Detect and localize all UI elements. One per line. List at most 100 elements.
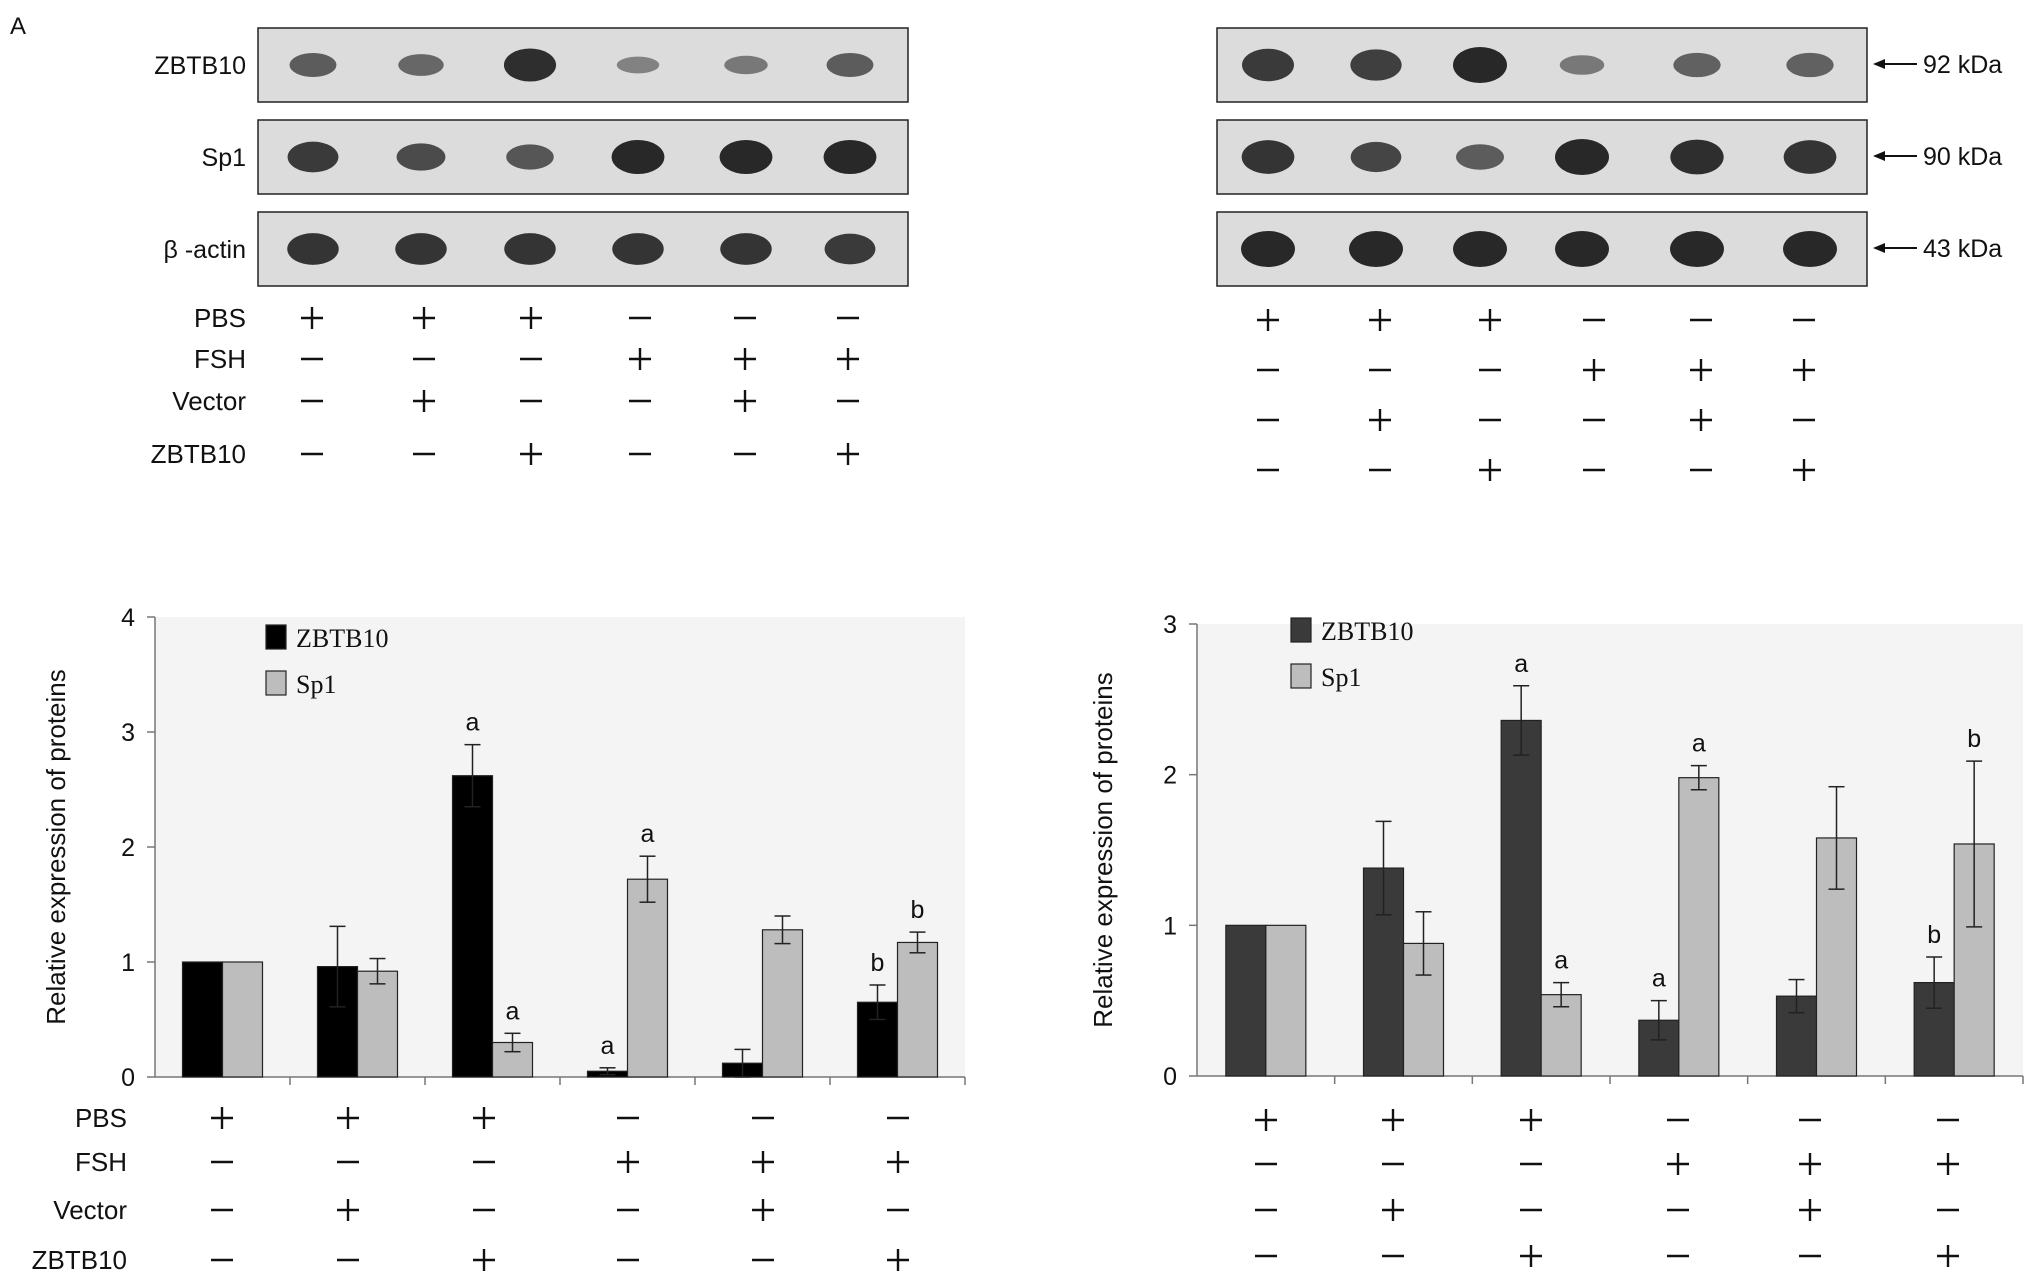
- kda-label: 92 kDa: [1923, 51, 2002, 79]
- blot-panel: [257, 119, 909, 195]
- band: [395, 233, 447, 265]
- bar-chart-left: 0 1 2 3 4 Relative expression of proteins a a b a…: [41, 604, 966, 1092]
- significance-label: b: [871, 949, 885, 977]
- legend-label: Sp1: [1321, 663, 1361, 692]
- band: [1783, 140, 1837, 174]
- panel-label: A: [10, 13, 26, 40]
- bar: [626, 878, 669, 1078]
- y-axis-label: Relative expression of proteins: [41, 669, 71, 1025]
- conditions-top-left: PBS FSH Vector ZBTB10: [151, 303, 859, 469]
- bar: [181, 961, 224, 1078]
- kda-label: 43 kDa: [1923, 235, 2002, 263]
- significance-label: b: [911, 896, 925, 924]
- legend-swatch: [265, 670, 287, 696]
- legend-label: Sp1: [296, 670, 336, 699]
- significance-label: a: [1652, 965, 1666, 993]
- bar: [221, 961, 264, 1078]
- bar: [451, 775, 494, 1078]
- y-axis-label: Relative expression of proteins: [1088, 672, 1118, 1028]
- plot-area: [155, 617, 965, 1077]
- band: [1453, 47, 1507, 83]
- conditions-bottom-left: PBS FSH Vector ZBTB10: [32, 1103, 909, 1272]
- blot-panel: [1216, 211, 1868, 287]
- significance-label: a: [1554, 947, 1568, 975]
- band: [506, 144, 554, 170]
- band: [287, 233, 339, 265]
- band: [616, 56, 660, 74]
- band: [289, 52, 337, 78]
- y-tick-label: 0: [1163, 1063, 1177, 1091]
- band: [1453, 231, 1507, 267]
- y-tick-label: 0: [121, 1064, 135, 1092]
- bar: [1225, 924, 1267, 1077]
- significance-label: b: [1967, 725, 1981, 753]
- bar: [1540, 994, 1582, 1077]
- band: [396, 143, 446, 171]
- significance-label: a: [506, 997, 520, 1025]
- y-tick-label: 1: [1163, 912, 1177, 940]
- arrow-head: [1873, 243, 1885, 253]
- bar: [1638, 1019, 1680, 1077]
- condition-label: Vector: [172, 386, 246, 416]
- kda-label: 90 kDa: [1923, 143, 2002, 171]
- conditions-top-right: [1257, 309, 1815, 481]
- blot-panel: [1216, 119, 1868, 195]
- plot-area: [1197, 624, 2023, 1076]
- band: [1783, 231, 1837, 267]
- band: [1673, 52, 1721, 78]
- band: [1555, 231, 1609, 267]
- y-tick-label: 1: [121, 949, 135, 977]
- band: [1670, 139, 1724, 175]
- blot-row-label: ZBTB10: [154, 52, 246, 80]
- bar: [1500, 719, 1542, 1077]
- significance-label: a: [1514, 650, 1528, 678]
- band: [287, 141, 339, 173]
- arrow-head: [1873, 59, 1885, 69]
- y-tick-label: 3: [1163, 611, 1177, 639]
- band: [824, 233, 876, 265]
- band: [1555, 139, 1609, 175]
- y-tick-label: 2: [121, 834, 135, 862]
- band: [1350, 141, 1402, 173]
- blot-panel: [1216, 27, 1868, 103]
- legend-label: ZBTB10: [1321, 617, 1413, 646]
- band: [823, 140, 877, 174]
- significance-label: a: [1692, 730, 1706, 758]
- western-blot-right: 92 kDa 90 kDa 43 kDa: [1216, 27, 2002, 287]
- significance-label: a: [601, 1032, 615, 1060]
- band: [398, 54, 444, 76]
- condition-label: PBS: [75, 1103, 127, 1133]
- blot-panel: [257, 211, 909, 287]
- bar: [1678, 777, 1720, 1077]
- significance-label: a: [641, 820, 655, 848]
- band: [612, 233, 664, 265]
- condition-label: Vector: [53, 1195, 127, 1225]
- band: [1350, 49, 1402, 81]
- legend-label: ZBTB10: [296, 624, 388, 653]
- legend-swatch: [1290, 663, 1312, 689]
- band: [1241, 231, 1295, 267]
- band: [720, 233, 772, 265]
- bar: [761, 929, 804, 1078]
- band: [1241, 140, 1295, 174]
- condition-label: ZBTB10: [32, 1245, 127, 1272]
- band: [1456, 144, 1504, 170]
- conditions-bottom-right: [1255, 1109, 1959, 1267]
- legend-swatch: [1290, 617, 1312, 643]
- band: [724, 55, 768, 75]
- condition-label: FSH: [194, 344, 246, 374]
- band: [719, 140, 773, 174]
- y-tick-label: 4: [121, 604, 135, 632]
- western-blot-left: ZBTB10 Sp1 β -actin: [154, 27, 909, 287]
- condition-label: FSH: [75, 1147, 127, 1177]
- band: [1786, 52, 1834, 78]
- bar: [1265, 924, 1307, 1077]
- blot-row-label: β -actin: [164, 236, 246, 264]
- band: [504, 233, 556, 265]
- band: [1242, 48, 1294, 82]
- condition-label: ZBTB10: [151, 439, 246, 469]
- blot-panel: [257, 27, 909, 103]
- blot-row-label: Sp1: [202, 144, 246, 172]
- band: [611, 140, 665, 174]
- band: [1670, 231, 1724, 267]
